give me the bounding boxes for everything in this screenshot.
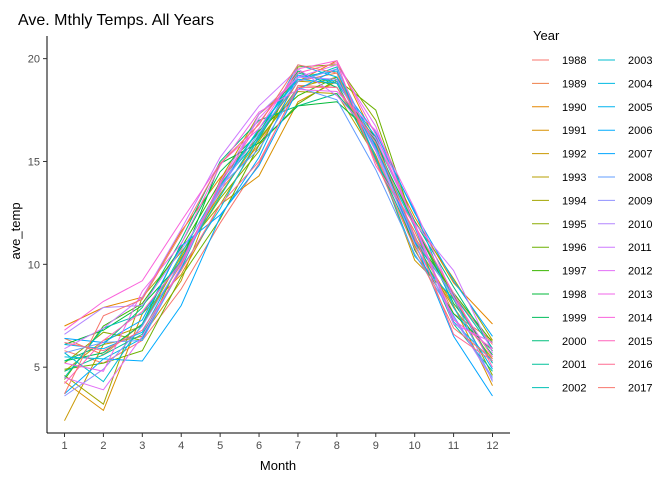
series-line-1993 [64,90,493,372]
x-axis-title: Month [260,458,296,473]
y-tick-label: 10 [28,259,40,271]
legend-label-1994: 1994 [562,195,586,207]
legend-label-1991: 1991 [562,125,586,137]
series-line-2010 [64,76,493,380]
chart-title: Ave. Mthly Temps. All Years [18,12,214,29]
series-line-2007 [64,68,493,397]
y-tick-label: 15 [28,156,40,168]
x-tick-label: 3 [139,440,145,452]
legend-label-2016: 2016 [628,359,652,371]
legend-label-1999: 1999 [562,312,586,324]
x-tick-label: 1 [61,440,67,452]
legend-label-2013: 2013 [628,289,652,301]
series-line-2016 [64,86,493,362]
x-tick-label: 10 [409,440,421,452]
x-tick-label: 12 [486,440,498,452]
x-tick-label: 2 [100,440,106,452]
legend-label-1995: 1995 [562,219,586,231]
x-tick-label: 4 [178,440,184,452]
x-tick-label: 5 [217,440,223,452]
x-tick-label: 11 [448,440,459,452]
x-tick-label: 6 [256,440,262,452]
series-line-2017 [64,64,493,395]
legend-label-2002: 2002 [562,383,586,395]
y-axis-title: ave_temp [8,202,23,259]
legend-label-2014: 2014 [628,312,652,324]
series-line-1996 [64,78,493,370]
legend-label-2005: 2005 [628,102,652,114]
x-tick-label: 9 [373,440,379,452]
y-tick-label: 5 [34,362,40,374]
x-tick-label: 8 [334,440,340,452]
legend-label-2007: 2007 [628,149,652,161]
legend-label-2001: 2001 [562,359,586,371]
series-line-2013 [64,88,493,372]
legend-title: Year [533,28,560,43]
legend-label-2008: 2008 [628,172,652,184]
legend-label-2010: 2010 [628,219,652,231]
legend-label-2006: 2006 [628,125,652,137]
series-line-2000 [64,93,493,362]
legend-label-1992: 1992 [562,149,586,161]
series-line-2014 [64,60,493,350]
legend: 1988 1989 1990 1991 1992 1993 1994 1995 1996 1997… [532,55,652,395]
series-line-2005 [64,78,493,370]
legend-label-2015: 2015 [628,336,652,348]
series-line-2015 [64,62,493,384]
series-line-2008 [64,86,493,378]
legend-label-2004: 2004 [628,78,652,90]
series-line-2011 [64,68,493,354]
legend-label-2012: 2012 [628,266,652,278]
legend-label-1988: 1988 [562,55,586,67]
legend-label-1993: 1993 [562,172,586,184]
plot-lines [64,60,493,421]
legend-label-1996: 1996 [562,242,586,254]
x-tick-label: 7 [295,440,301,452]
legend-label-1989: 1989 [562,78,586,90]
legend-label-1990: 1990 [562,102,586,114]
legend-label-2003: 2003 [628,55,652,67]
legend-label-2009: 2009 [628,195,652,207]
legend-label-1998: 1998 [562,289,586,301]
legend-label-1997: 1997 [562,266,586,278]
series-line-1995 [64,64,493,376]
y-tick-label: 20 [28,54,40,66]
legend-label-2017: 2017 [628,383,652,395]
legend-label-2000: 2000 [562,336,586,348]
legend-label-2011: 2011 [628,242,652,254]
